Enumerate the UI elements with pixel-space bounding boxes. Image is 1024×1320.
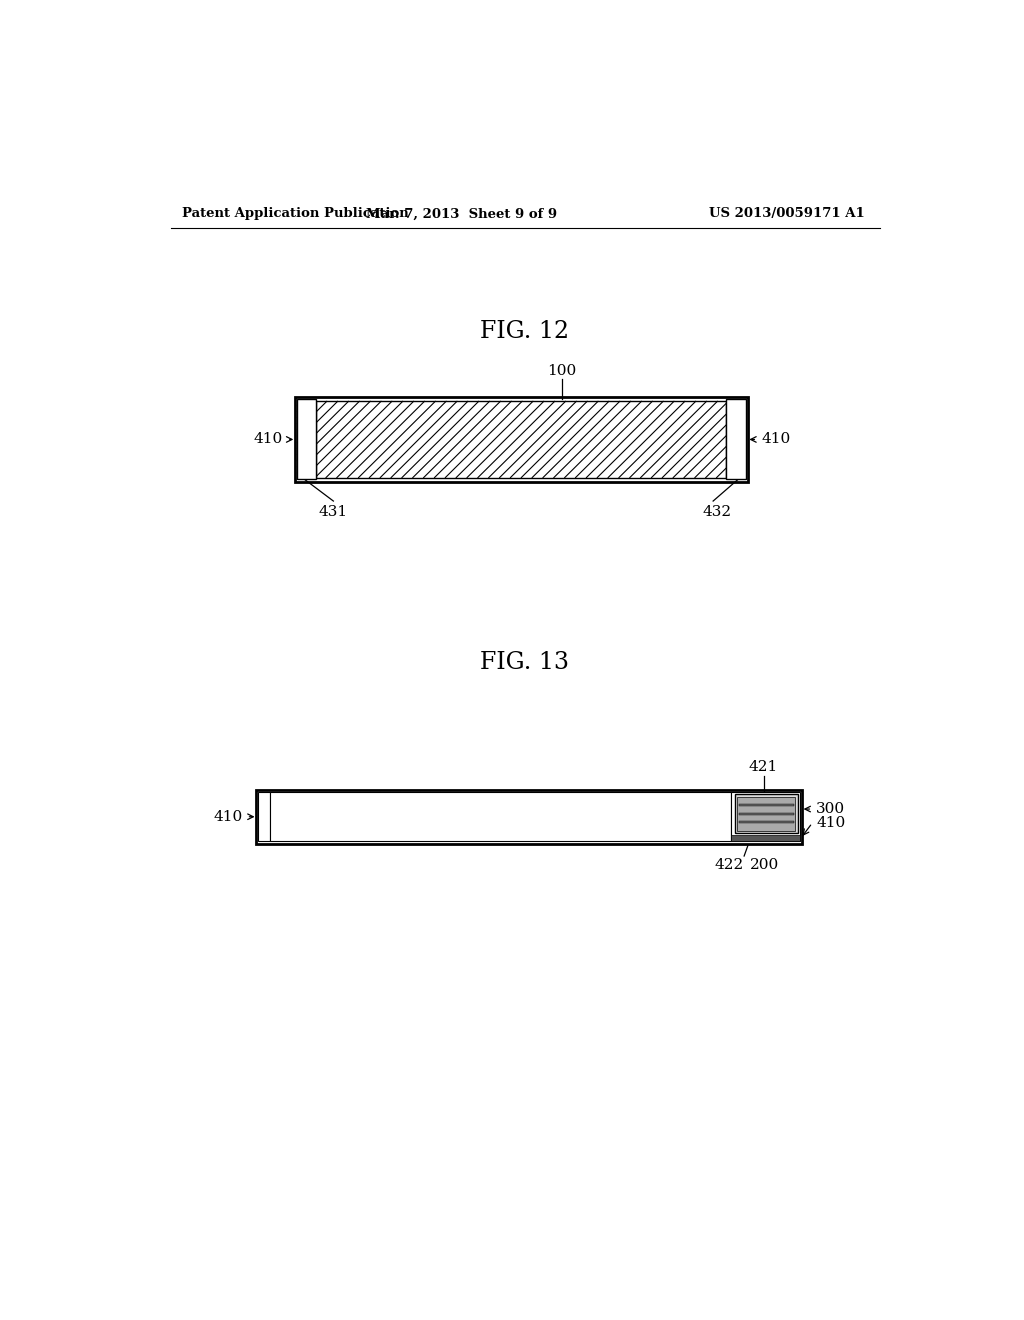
Bar [731, 836, 800, 841]
Bar [738, 821, 794, 824]
Bar [735, 795, 798, 833]
Text: 421: 421 [749, 760, 778, 775]
Text: 200: 200 [750, 858, 779, 871]
Text: 410: 410 [254, 433, 283, 446]
Text: 432: 432 [702, 506, 731, 519]
Text: 300: 300 [816, 803, 846, 816]
Bar [726, 400, 745, 479]
Bar [731, 792, 800, 841]
Bar [270, 792, 731, 841]
Bar [258, 792, 270, 841]
Text: 410: 410 [816, 816, 846, 830]
Text: 410: 410 [761, 433, 791, 446]
Text: 410: 410 [213, 809, 243, 824]
Bar [316, 401, 726, 478]
Bar [737, 797, 796, 830]
Text: FIG. 12: FIG. 12 [480, 321, 569, 343]
Text: Mar. 7, 2013  Sheet 9 of 9: Mar. 7, 2013 Sheet 9 of 9 [366, 207, 557, 220]
Bar [738, 804, 794, 807]
Bar [738, 813, 794, 814]
Text: FIG. 13: FIG. 13 [480, 651, 569, 675]
Text: Patent Application Publication: Patent Application Publication [182, 207, 409, 220]
Bar [256, 789, 802, 843]
Text: US 2013/0059171 A1: US 2013/0059171 A1 [710, 207, 865, 220]
Bar [295, 397, 748, 482]
Text: 431: 431 [318, 506, 348, 519]
Bar [297, 400, 316, 479]
Text: 100: 100 [548, 364, 577, 378]
Text: 422: 422 [715, 858, 744, 871]
